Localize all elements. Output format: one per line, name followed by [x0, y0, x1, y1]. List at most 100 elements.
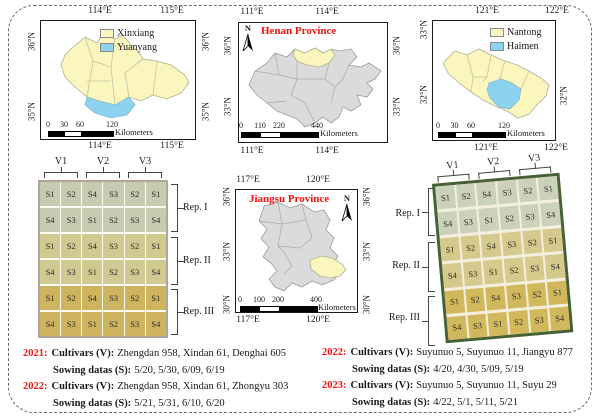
year-label: 2022: — [23, 381, 48, 392]
lat-label: 36°N — [222, 35, 233, 56]
district-boundaries — [254, 52, 350, 124]
plot-cell: S4 — [485, 285, 507, 311]
plot-cell: S3 — [496, 179, 518, 205]
lon-label: 114°E — [88, 141, 112, 151]
note-line: 2022: Cultivars (V): Zhengdan 958, Xindan … — [23, 379, 288, 396]
plot-cell: S1 — [40, 182, 61, 206]
plot-cell: S2 — [61, 286, 82, 310]
district-boundaries — [258, 201, 313, 275]
legend-label: Xinxiang — [117, 28, 155, 39]
lat-label: 32°N — [418, 84, 429, 105]
lon-label: 115°E — [160, 6, 184, 16]
lat-label: 33°N — [418, 19, 429, 40]
legend-row: Nantong — [490, 27, 541, 38]
plot-cell: S1 — [439, 237, 461, 262]
legend-label: Haimen — [507, 41, 539, 52]
lat-label: 35°N — [200, 101, 211, 122]
haimen-region-shape — [486, 78, 522, 110]
plot-cell: S4 — [40, 260, 61, 284]
north-label: N — [343, 193, 351, 203]
plot-cell: S4 — [476, 181, 497, 207]
sowing-label: Sowing datas (S): — [352, 363, 431, 375]
lat-label: 33°N — [361, 241, 372, 262]
sowing-label: Sowing datas (S): — [53, 397, 132, 409]
plot-cell: S2 — [124, 234, 145, 258]
notes-left: 2021: Cultivars (V): Zhengdan 958, Xindan … — [23, 346, 288, 412]
lon-label: 114°E — [315, 146, 339, 156]
legend-row: Yuanyang — [100, 42, 157, 53]
xinxiang-map — [40, 20, 196, 140]
sowing-value: 5/20, 5/30, 6/09, 6/19 — [134, 364, 225, 376]
year-label: 2021: — [23, 348, 48, 359]
scale-tick: 0 — [436, 121, 440, 130]
note-line: Sowing datas (S): 4/20, 4/30, 5/09, 5/19 — [322, 362, 573, 379]
plot-cell: S1 — [82, 208, 103, 232]
cultivars-value: Suyunuo 5, Suyunuo 11, Jiangyu 877 — [416, 347, 574, 358]
plot-cell: S3 — [61, 312, 82, 336]
scale-tick: 440 — [311, 121, 323, 130]
lon-label: 120°E — [306, 315, 330, 325]
lon-label: 111°E — [240, 146, 264, 156]
henan-map — [238, 22, 388, 143]
rep-label: Rep. I — [183, 202, 208, 213]
lon-label: 121°E — [474, 143, 498, 153]
xinxiang-swatch — [100, 29, 114, 38]
variety-bracket — [44, 167, 78, 178]
sowing-label: Sowing datas (S): — [53, 364, 132, 376]
lat-label: 33°N — [391, 96, 402, 117]
legend-row: Haimen — [490, 41, 541, 52]
plot-cell: S2 — [103, 208, 124, 232]
sowing-label: Sowing datas (S): — [352, 396, 431, 408]
yuanyang-swatch — [100, 43, 114, 52]
plot-cell: S3 — [524, 255, 545, 281]
nantong-highlight-shape — [309, 255, 347, 279]
plot-cell: S2 — [522, 229, 543, 255]
variety-label: V2 — [96, 156, 110, 167]
rep-bracket — [422, 296, 435, 346]
scale-tick: 220 — [273, 121, 285, 130]
plot-cell: S3 — [103, 234, 124, 258]
plot-cell: S1 — [145, 182, 166, 206]
lon-label: 115°E — [160, 141, 184, 151]
right-plot-grid: S1 S2 S4 S3 S2 S1 S4 S3 S1 S2 S3 S4 S1 S2 S4 S3 S2 S1 S4 S3… — [431, 172, 574, 344]
lat-label: 33°N — [222, 96, 233, 117]
district-boundaries — [466, 54, 530, 93]
note-line: 2021: Cultivars (V): Zhengdan 958, Xindan … — [23, 346, 288, 363]
plot-cell: S2 — [460, 235, 481, 261]
plot-cell: S1 — [40, 234, 61, 258]
rep-label: Rep. I — [395, 208, 420, 219]
note-line: Sowing datas (S): 5/21, 5/31, 6/10, 6/20 — [23, 396, 288, 413]
plot-cell: S3 — [61, 208, 82, 232]
henan-title: Henan Province — [261, 25, 337, 37]
plot-cell: S2 — [124, 286, 145, 310]
scale-numbers: 0 30 60 120 — [46, 120, 118, 129]
plot-cell: S4 — [145, 208, 166, 232]
rep-label: Rep. III — [388, 312, 420, 323]
cultivars-value: Zhengdan 958, Xindan 61, Denghai 605 — [117, 348, 287, 359]
lat-label: 36°N — [361, 186, 372, 207]
scale-tick: 30 — [450, 121, 459, 130]
scale-tick: 0 — [46, 120, 50, 129]
cultivars-label: Cultivars (V): — [51, 381, 115, 392]
right-plot-panel: V1 V2 V3 S1 S2 S4 S3 S2 S1 S4 S3 S1 S2 S3 S4 S1 S2 S4 S… — [430, 151, 574, 344]
lat-label: 33°N — [221, 241, 232, 262]
cultivars-label: Cultivars (V): — [51, 348, 115, 359]
scale-bar — [241, 132, 319, 138]
plot-cell: S3 — [124, 260, 145, 284]
scale-tick: 120 — [498, 121, 510, 130]
notes-right: 2022: Cultivars (V): Suyunuo 5, Suyunuo 11… — [322, 345, 573, 411]
plot-cell: S3 — [506, 283, 527, 309]
lat-label: 36°N — [221, 186, 232, 207]
plot-cell: S4 — [549, 306, 571, 332]
lat-label: 36°N — [391, 35, 402, 56]
note-line: Sowing datas (S): 5/20, 5/30, 6/09, 6/19 — [23, 363, 288, 380]
legend-row: Xinxiang — [100, 28, 157, 39]
cultivars-label: Cultivars (V): — [350, 347, 414, 358]
scale-bar — [48, 131, 114, 137]
figure-border — [8, 5, 592, 413]
plot-cell: S1 — [542, 228, 564, 253]
scale-tick: 120 — [106, 120, 118, 129]
lat-label: 30°N — [361, 294, 372, 315]
scale-tick: 0 — [238, 295, 242, 304]
